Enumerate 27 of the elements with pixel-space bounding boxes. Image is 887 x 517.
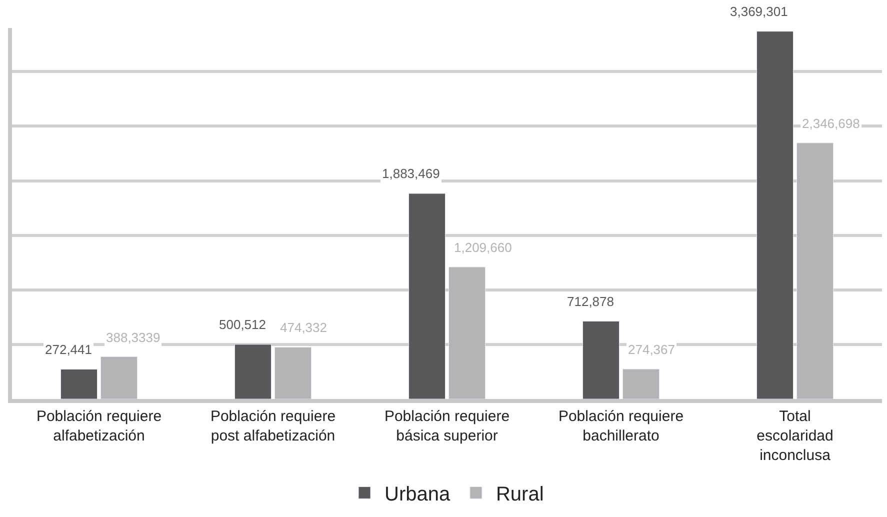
x-tick-label: Total escolaridad inconclusa: [756, 408, 834, 464]
x-tick-label: Población requiere básica superior: [384, 408, 510, 444]
bar: [622, 368, 660, 399]
data-label: 274,367: [628, 342, 675, 357]
legend-label: Urbana: [384, 484, 451, 506]
data-label: 712,878: [567, 294, 614, 309]
bar: [100, 356, 138, 399]
bar: [60, 369, 98, 399]
bar: [582, 320, 620, 399]
bar: [796, 142, 834, 399]
x-tick-label: Población requiere bachillerato: [558, 408, 684, 444]
bar: [408, 193, 446, 399]
bar: [448, 266, 486, 399]
data-label: 474,332: [280, 320, 327, 335]
data-label: 2,346,698: [802, 116, 860, 131]
data-label: 1,209,660: [454, 240, 512, 255]
data-label: 388,3339: [106, 330, 160, 345]
bar: [234, 344, 272, 399]
data-label: 3,369,301: [730, 4, 788, 19]
data-label: 1,883,469: [382, 166, 440, 181]
x-tick-label: Población requiere alfabetización: [36, 408, 162, 444]
data-label: 272,441: [45, 342, 92, 357]
bar: [274, 346, 312, 399]
bar: [756, 31, 794, 399]
legend-label: Rural: [496, 484, 544, 506]
data-label: 500,512: [219, 317, 266, 332]
x-tick-label: Población requiere post alfabetización: [210, 408, 336, 444]
